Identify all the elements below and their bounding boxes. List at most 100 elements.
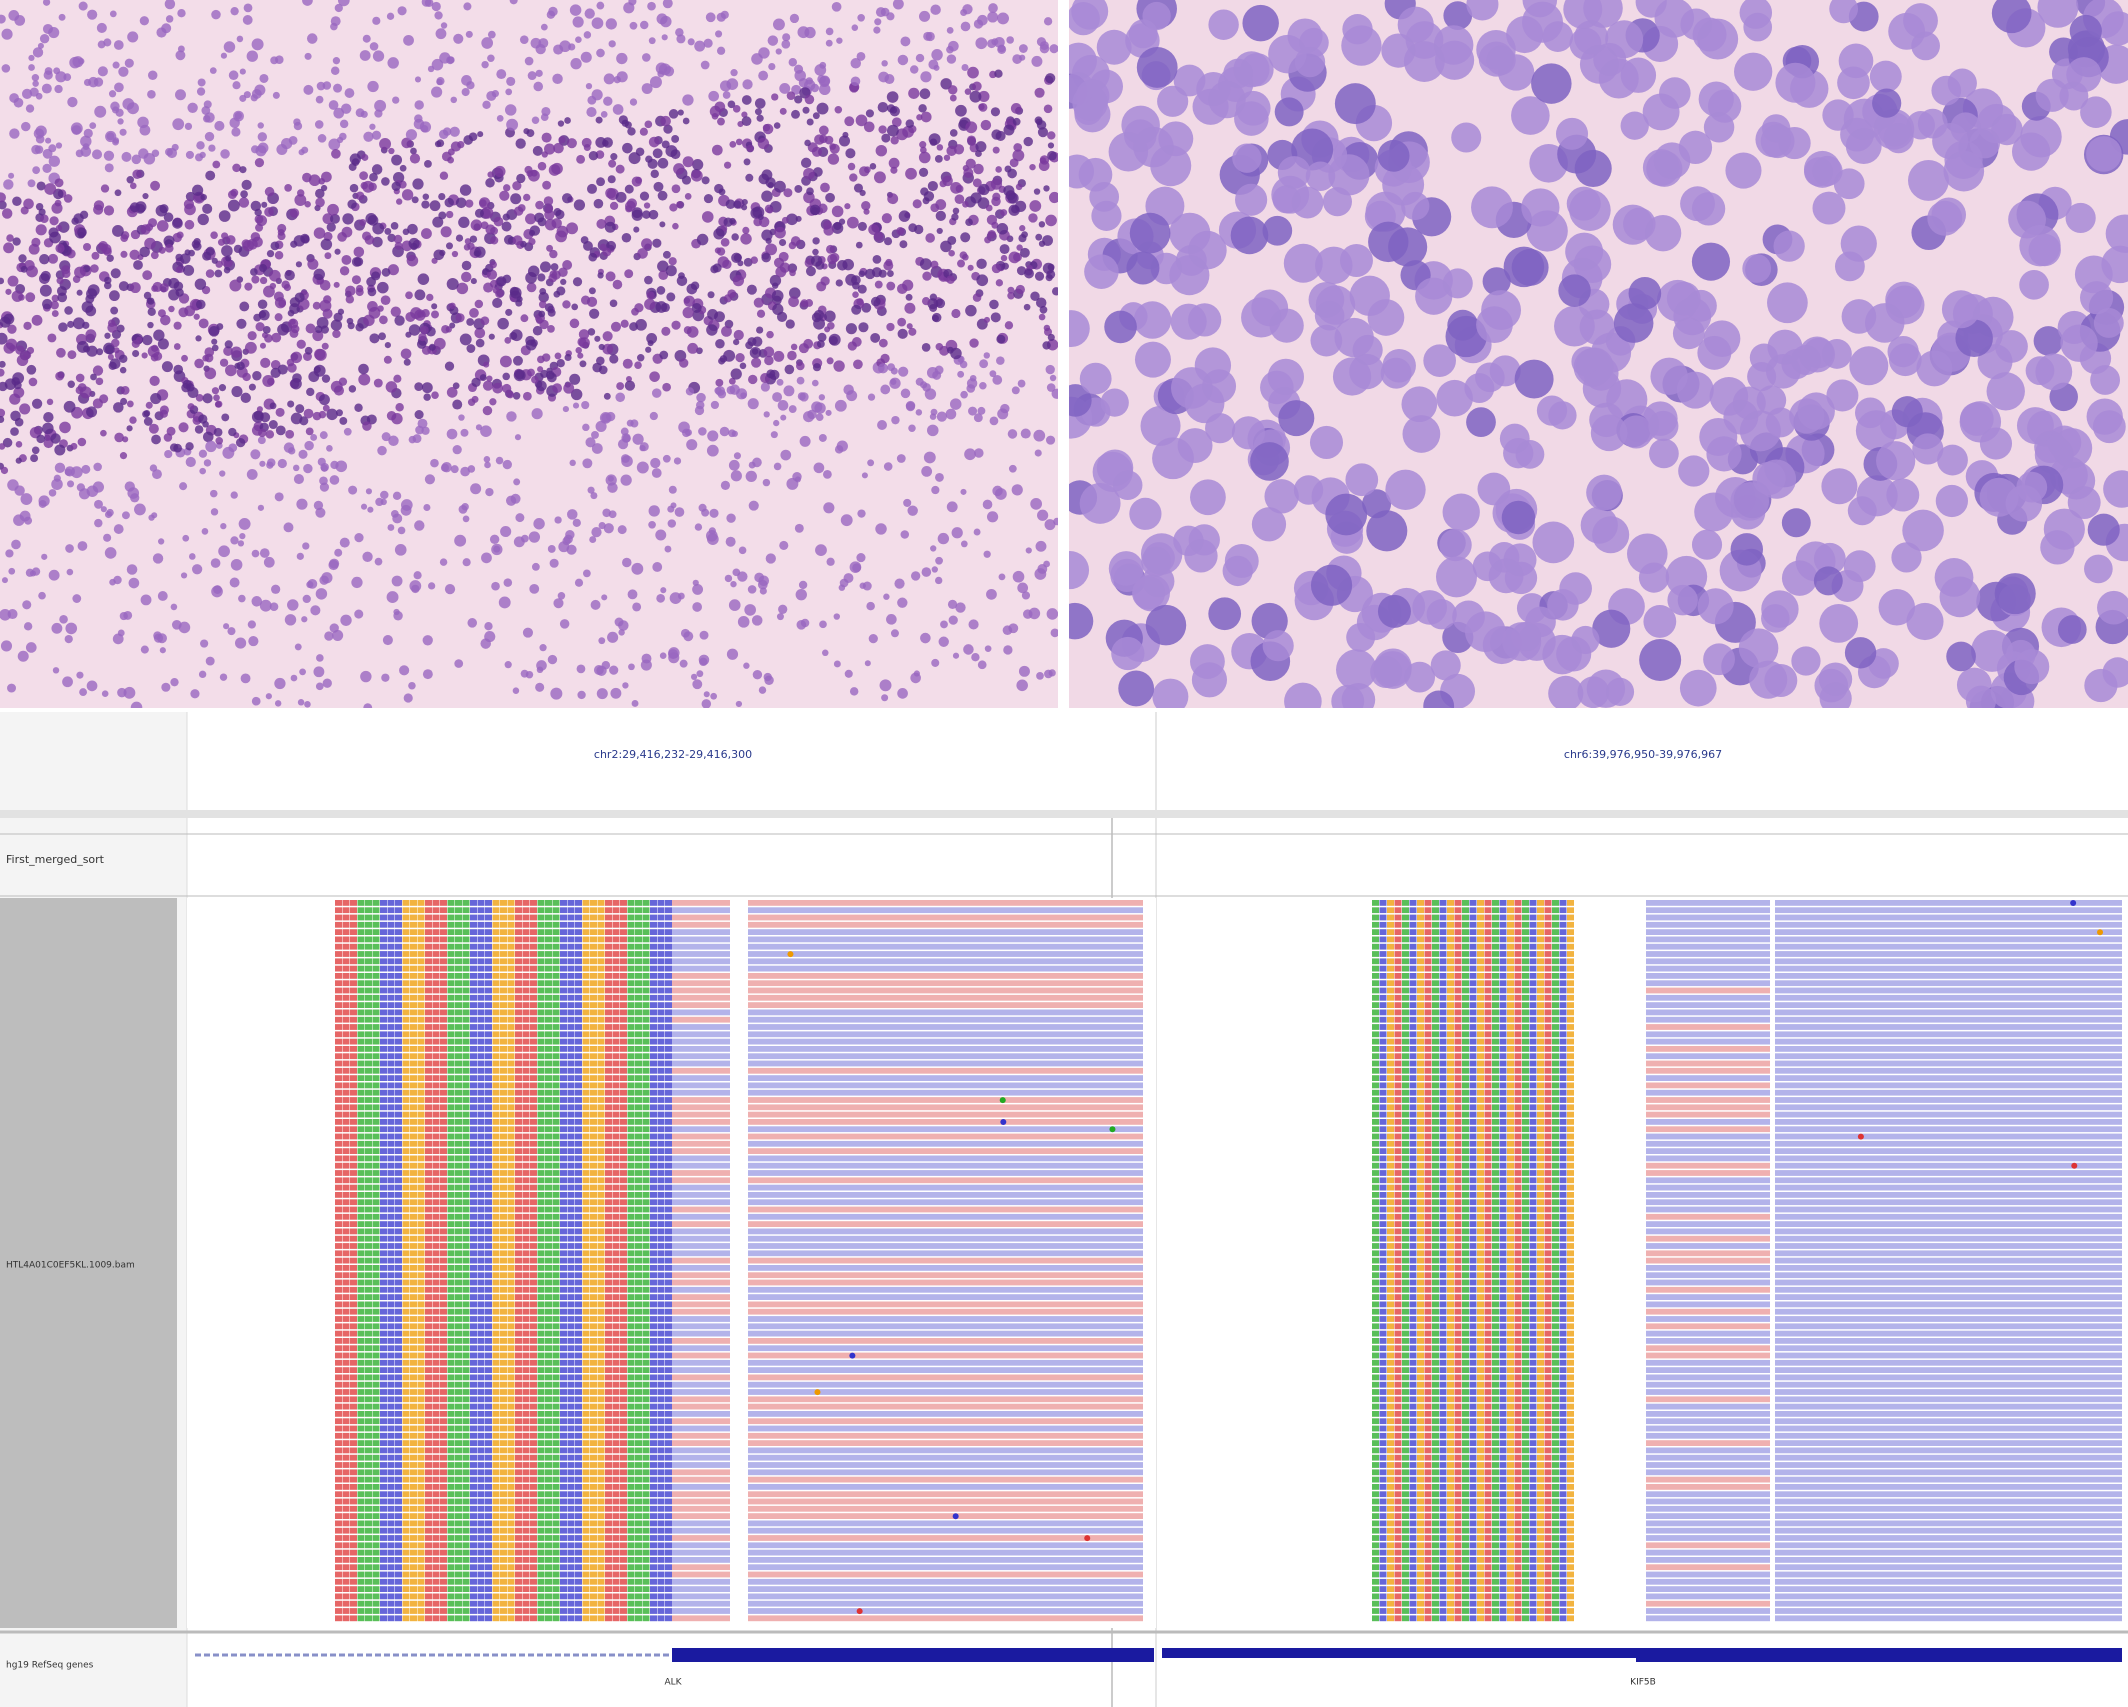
base xyxy=(1522,958,1529,965)
base xyxy=(485,1002,492,1008)
base xyxy=(395,907,402,914)
cell xyxy=(377,281,389,294)
cell xyxy=(322,678,332,688)
cell xyxy=(65,622,78,635)
cell xyxy=(326,222,336,232)
cell xyxy=(881,60,888,67)
cell xyxy=(496,69,507,80)
base xyxy=(455,1024,462,1030)
base xyxy=(560,994,567,1001)
base xyxy=(1409,921,1417,928)
base xyxy=(1417,980,1424,987)
cell xyxy=(603,523,614,534)
cell xyxy=(512,235,523,246)
cell xyxy=(572,277,583,287)
nucleus xyxy=(1813,566,1843,596)
base xyxy=(1552,914,1559,921)
cell xyxy=(931,566,938,573)
base xyxy=(1499,914,1507,921)
base xyxy=(462,1024,470,1030)
base xyxy=(1469,987,1477,994)
base xyxy=(575,1024,582,1030)
cell xyxy=(788,287,801,299)
cell xyxy=(577,352,584,359)
base xyxy=(1424,951,1432,957)
cell xyxy=(711,144,723,156)
cell xyxy=(856,553,866,563)
base xyxy=(477,973,485,979)
cell xyxy=(0,200,7,210)
base xyxy=(530,921,537,928)
cell xyxy=(379,138,392,150)
base xyxy=(380,936,387,943)
base xyxy=(590,936,597,943)
base xyxy=(1529,980,1537,987)
base xyxy=(620,914,627,921)
cell xyxy=(868,633,878,644)
cell xyxy=(813,167,823,177)
nucleus xyxy=(1334,83,1376,125)
base xyxy=(560,907,567,914)
cell xyxy=(694,523,703,531)
cell xyxy=(438,211,447,220)
base xyxy=(1439,936,1447,943)
cell xyxy=(161,682,171,692)
nucleus xyxy=(1305,161,1336,191)
base xyxy=(1559,965,1567,972)
cell xyxy=(201,528,209,535)
cell xyxy=(946,54,957,64)
cell xyxy=(3,242,15,254)
cell xyxy=(182,379,192,389)
cell xyxy=(339,537,350,548)
nucleus xyxy=(1346,622,1376,652)
cell xyxy=(628,663,635,671)
base xyxy=(642,994,650,1001)
cell xyxy=(420,325,429,335)
base xyxy=(507,1016,515,1023)
cell xyxy=(973,163,984,175)
cell xyxy=(598,365,608,375)
base xyxy=(1447,987,1454,994)
cell xyxy=(703,194,714,204)
cell xyxy=(74,266,86,279)
base xyxy=(387,900,395,906)
base xyxy=(485,900,492,906)
base xyxy=(380,965,387,972)
nucleus xyxy=(1184,539,1218,573)
cell xyxy=(48,489,57,497)
cell xyxy=(481,37,494,49)
base xyxy=(522,936,530,943)
cell xyxy=(867,459,875,467)
base xyxy=(642,1009,650,1016)
base xyxy=(620,936,627,943)
cell xyxy=(330,380,343,393)
base xyxy=(425,951,432,957)
cell xyxy=(613,76,621,84)
base xyxy=(1477,1016,1484,1023)
cell xyxy=(290,324,300,334)
cell xyxy=(230,536,239,545)
cell xyxy=(896,227,905,236)
base xyxy=(665,907,672,914)
cell xyxy=(766,330,774,339)
read xyxy=(748,900,1143,906)
cell xyxy=(255,223,264,232)
cell xyxy=(541,106,551,117)
cell xyxy=(363,703,373,708)
nucleus xyxy=(1734,52,1773,91)
base xyxy=(612,929,620,935)
cell xyxy=(979,381,987,390)
cell xyxy=(652,238,662,248)
base xyxy=(605,965,612,972)
read xyxy=(1646,921,1770,928)
cell xyxy=(118,281,129,292)
cell xyxy=(293,235,306,247)
cell xyxy=(717,117,725,126)
base xyxy=(417,987,425,994)
cell xyxy=(899,240,908,249)
cell xyxy=(381,432,391,442)
cell xyxy=(735,353,745,363)
cell xyxy=(173,364,184,375)
cell xyxy=(104,547,117,559)
base xyxy=(417,936,425,943)
